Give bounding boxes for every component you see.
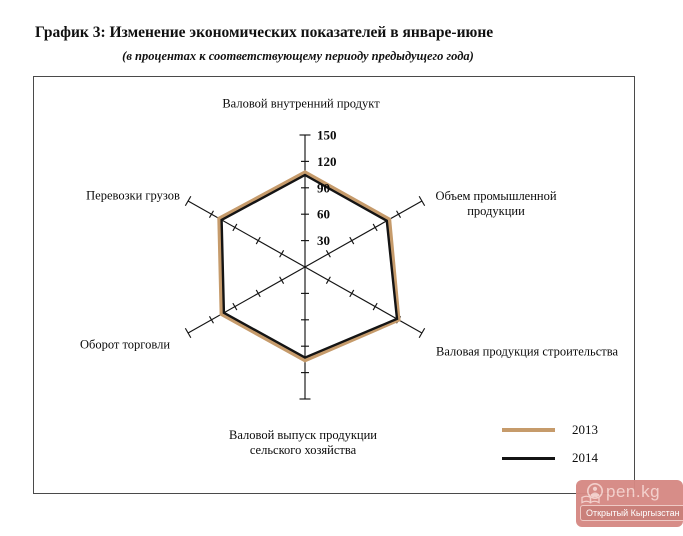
watermark-tagline: Открытый Кыргызстан: [580, 505, 683, 521]
radar-axis-tick: [232, 302, 238, 311]
radar-axis: [187, 266, 306, 334]
radar-axis-tick: [255, 236, 261, 245]
radar-axis: [304, 266, 423, 334]
radar-series-2013: [217, 170, 401, 363]
person-book-icon: [581, 483, 603, 504]
r-tick-label: 30: [317, 233, 330, 248]
radar-axis-tick: [279, 250, 285, 258]
page-title: График 3: Изменение экономических показа…: [35, 24, 494, 41]
radar-axis-tick: [325, 250, 331, 258]
radar-axis-tick: [279, 276, 285, 284]
watermark-brand: pen.kg: [606, 482, 661, 501]
radar-axis-tick: [184, 327, 192, 339]
legend-item-2014: 2014: [502, 444, 598, 472]
legend-label-2014: 2014: [572, 450, 598, 465]
radar-axis-tick: [372, 302, 378, 311]
radar-axis-tick: [325, 276, 331, 284]
radar-series-2014: [220, 173, 399, 359]
axis-label-4: Оборот торговли: [79, 337, 171, 352]
chart-legend: 2013 2014: [502, 416, 598, 472]
radar-axis-tick: [232, 223, 238, 232]
legend-label-2013: 2013: [572, 422, 598, 437]
radar-axis-tick: [418, 195, 426, 207]
axis-label-3: Валовой выпуск продукции сельского хозяй…: [229, 427, 377, 457]
legend-swatch-2014: [502, 456, 555, 460]
radar-axis-tick: [184, 195, 192, 207]
radar-axis-tick: [372, 223, 378, 232]
page-subtitle: (в процентах к соответствующему периоду …: [122, 49, 474, 63]
legend-item-2013: 2013: [502, 416, 598, 444]
axis-label-1: Объем промышленной продукции: [435, 188, 557, 218]
legend-swatch-2013: [502, 428, 555, 432]
r-tick-label: 150: [317, 128, 337, 143]
axis-label-5: Перевозки грузов: [86, 188, 180, 203]
axis-label-2: Валовая продукция строительства: [435, 344, 619, 359]
radar-axis-tick: [418, 327, 426, 339]
axis-label-0: Валовой внутренний продукт: [222, 96, 380, 111]
radar-axis-tick: [349, 289, 355, 298]
radar-axis: [187, 200, 306, 268]
radar-axis: [304, 200, 423, 268]
radar-axis-tick: [208, 210, 214, 218]
watermark-penkg: pen.kg Открытый Кыргызстан: [576, 480, 683, 527]
r-tick-label: 90: [317, 180, 330, 195]
radar-axis-tick: [208, 316, 214, 324]
radar-axis-tick: [255, 289, 261, 298]
radar-axis-tick: [396, 210, 402, 218]
r-tick-label: 60: [317, 207, 330, 222]
r-tick-label: 120: [317, 154, 337, 169]
chart-frame: 30 60 90 120 150 Валовой внутренний продукт О…: [33, 76, 635, 494]
radar-axis-tick: [349, 236, 355, 245]
radar-chart: 30 60 90 120 150: [184, 128, 426, 400]
